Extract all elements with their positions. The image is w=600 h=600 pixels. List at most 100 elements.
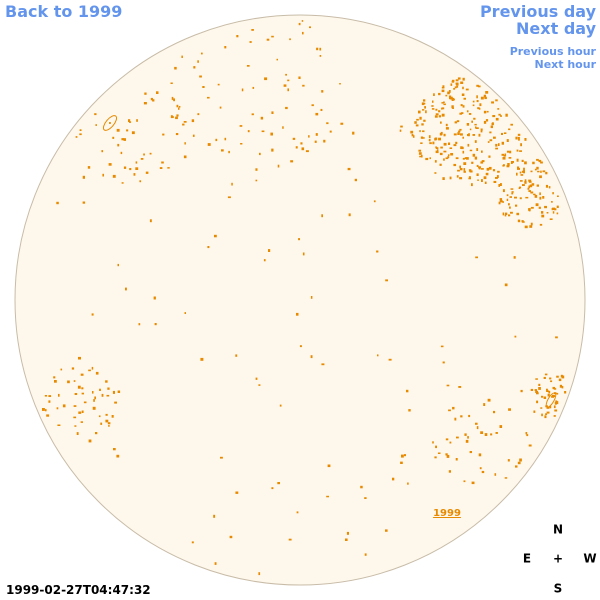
sky-object [441,102,444,104]
sky-object [525,432,528,435]
sky-object [74,425,77,427]
sky-object [520,174,524,176]
sky-object [296,511,299,514]
sky-object [442,177,445,180]
sky-object [82,175,85,179]
sky-object [439,152,443,156]
sky-object [558,378,562,382]
sky-object [456,436,459,439]
sky-object [428,139,431,142]
sky-object [538,383,541,386]
sky-object [428,135,431,138]
sky-object [530,206,534,209]
sky-object [536,400,539,404]
sky-object [474,156,478,160]
sky-object [453,88,456,90]
sky-object [438,110,441,113]
sky-object [476,148,479,151]
sky-object [476,164,479,167]
next-hour-link[interactable]: Next hour [534,58,597,71]
sky-object [173,98,175,102]
sky-object [495,143,498,147]
sky-object [480,130,483,133]
sky-object [251,113,254,116]
sky-object [551,208,554,211]
sky-object [106,394,110,397]
sky-object [552,207,555,210]
sky-object [506,150,510,153]
sky-object [125,287,127,291]
sky-object [556,401,559,405]
sky-object [539,175,542,179]
sky-object [447,156,450,159]
sky-object [98,415,101,418]
sky-object [88,369,91,372]
sky-object [483,94,486,98]
sky-object [452,406,455,410]
sky-object [121,182,124,184]
sky-object [215,138,218,142]
sky-object [199,75,202,78]
sky-object [464,157,467,159]
sky-object [181,55,183,58]
sky-object [546,212,549,214]
sky-object [347,167,351,171]
sky-object [542,170,546,173]
sky-object [544,205,547,209]
sky-object [502,212,505,216]
sky-object [129,168,132,171]
sky-object [555,400,558,402]
sky-object [48,400,51,403]
sky-object [471,183,473,187]
sky-object [247,130,250,133]
year-label[interactable]: 1999 [433,508,461,519]
sky-object [509,196,512,198]
sky-object [539,196,542,200]
sky-object [431,105,434,107]
sky-object [500,183,502,186]
sky-object [440,121,442,124]
sky-object [524,181,527,184]
sky-object [120,151,123,155]
sky-object [469,170,473,173]
next-day-link[interactable]: Next day [516,19,596,38]
sky-object [364,553,367,556]
sky-object [455,141,458,144]
sky-object [300,142,303,145]
sky-object [478,453,482,457]
sky-object [340,122,344,125]
sky-object [500,115,502,117]
sky-object [310,355,313,359]
sky-object [462,86,464,90]
sky-object [314,140,317,143]
back-link[interactable]: Back to 1999 [5,2,123,21]
sky-object [455,458,458,461]
sky-object [452,79,455,82]
sky-object [480,168,484,170]
sky-object [94,396,96,400]
sky-object [432,100,434,103]
sky-object [102,173,104,177]
sky-object [462,105,465,108]
sky-object [518,187,521,189]
sky-object [493,410,496,414]
sky-object [170,82,173,84]
sky-object [418,152,422,155]
sky-object [519,458,522,462]
sky-object [140,158,144,160]
sky-object [403,454,406,457]
previous-day-link[interactable]: Previous day [479,2,596,21]
sky-object [221,149,224,152]
sky-object [546,389,549,392]
sky-object [485,172,489,176]
sky-object [45,409,47,412]
sky-object [548,186,551,189]
sky-object [517,219,521,223]
sky-object [496,175,499,178]
sky-object [441,89,445,93]
previous-hour-link[interactable]: Previous hour [509,45,596,58]
sky-object [536,166,539,170]
sky-object [235,491,239,494]
sky-object [476,84,479,87]
compass-west: W [583,552,596,566]
